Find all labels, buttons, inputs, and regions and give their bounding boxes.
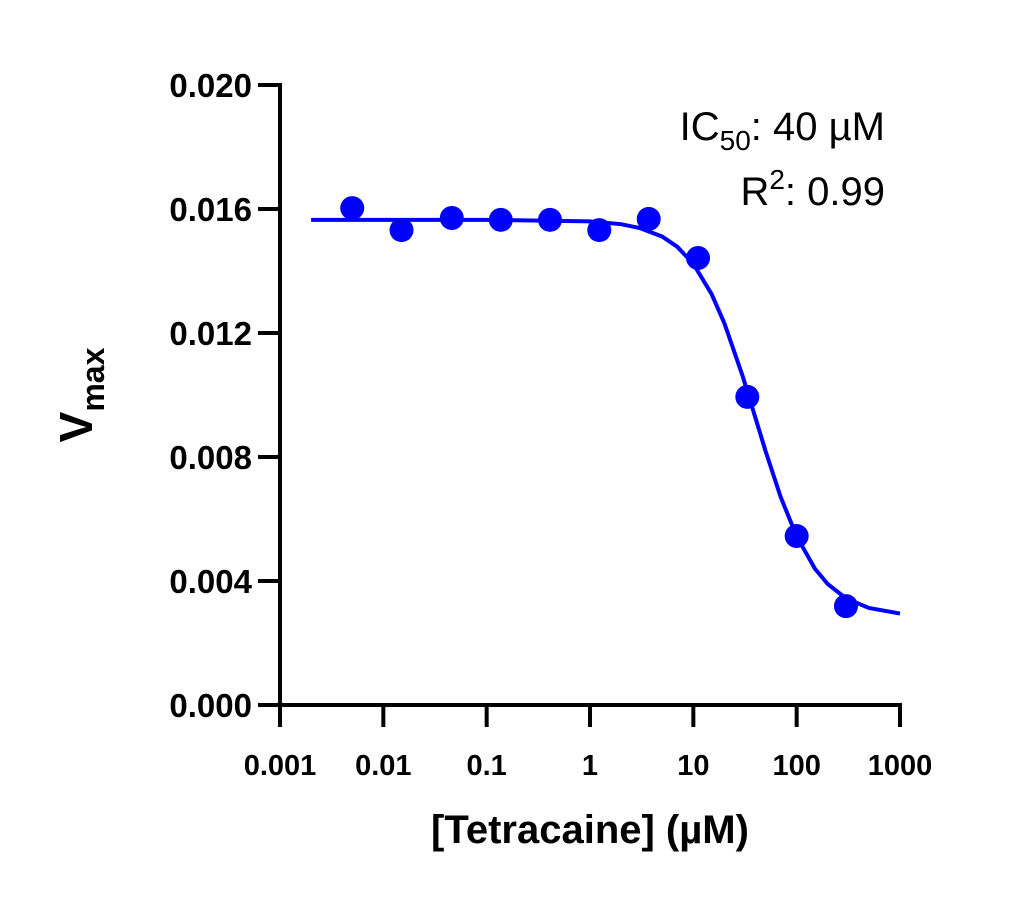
data-point xyxy=(537,207,562,232)
annotation-text: R xyxy=(740,170,769,214)
data-point xyxy=(735,384,760,409)
annotation-text: : 40 µM xyxy=(751,105,885,149)
annotation-text: IC xyxy=(680,105,720,149)
y-axis-title-main: V xyxy=(50,411,102,442)
data-point xyxy=(636,206,661,231)
data-point xyxy=(340,196,365,221)
fit-curve xyxy=(311,217,901,616)
annotation: IC50: 40 µM xyxy=(680,105,885,156)
annotation-sub: 50 xyxy=(720,125,751,156)
y-tick-label: 0.004 xyxy=(169,563,252,600)
annotation-sup: 2 xyxy=(769,164,785,195)
x-tick-label: 1000 xyxy=(868,750,933,782)
x-tick-label: 0.01 xyxy=(355,750,411,782)
y-tick-label: 0.012 xyxy=(169,315,252,352)
x-tick-label: 1 xyxy=(582,750,598,782)
annotation: R2: 0.99 xyxy=(740,164,885,214)
data-point xyxy=(439,205,464,230)
y-axis-title-sub: max xyxy=(75,347,111,411)
data-point xyxy=(389,218,414,243)
data-point xyxy=(784,524,809,549)
x-tick-label: 0.1 xyxy=(467,750,507,782)
data-point xyxy=(587,218,612,243)
y-axis-title: Vmax xyxy=(50,347,111,442)
y-tick-label: 0.016 xyxy=(169,191,252,228)
data-point xyxy=(686,245,711,270)
x-axis-title: [Tetracaine] (µM) xyxy=(431,808,749,852)
y-tick-label: 0.000 xyxy=(169,687,252,724)
x-tick-label: 0.001 xyxy=(244,750,317,782)
x-tick-label: 100 xyxy=(772,750,820,782)
y-tick-label: 0.008 xyxy=(169,439,252,476)
y-tick-label: 0.020 xyxy=(169,67,252,104)
data-point xyxy=(833,594,858,619)
x-tick-label: 10 xyxy=(677,750,709,782)
annotation-text: : 0.99 xyxy=(785,170,885,214)
data-point xyxy=(488,207,513,232)
